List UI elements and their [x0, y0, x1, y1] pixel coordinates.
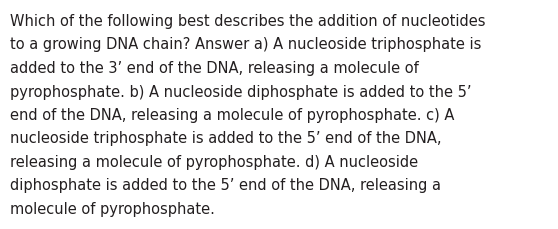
Text: releasing a molecule of pyrophosphate. d) A nucleoside: releasing a molecule of pyrophosphate. d… — [10, 154, 418, 169]
Text: molecule of pyrophosphate.: molecule of pyrophosphate. — [10, 201, 215, 216]
Text: Which of the following best describes the addition of nucleotides: Which of the following best describes th… — [10, 14, 485, 29]
Text: to a growing DNA chain? Answer a) A nucleoside triphosphate is: to a growing DNA chain? Answer a) A nucl… — [10, 37, 482, 52]
Text: diphosphate is added to the 5’ end of the DNA, releasing a: diphosphate is added to the 5’ end of th… — [10, 178, 441, 193]
Text: nucleoside triphosphate is added to the 5’ end of the DNA,: nucleoside triphosphate is added to the … — [10, 131, 441, 146]
Text: end of the DNA, releasing a molecule of pyrophosphate. c) A: end of the DNA, releasing a molecule of … — [10, 108, 454, 123]
Text: added to the 3’ end of the DNA, releasing a molecule of: added to the 3’ end of the DNA, releasin… — [10, 61, 418, 76]
Text: pyrophosphate. b) A nucleoside diphosphate is added to the 5’: pyrophosphate. b) A nucleoside diphospha… — [10, 84, 472, 99]
